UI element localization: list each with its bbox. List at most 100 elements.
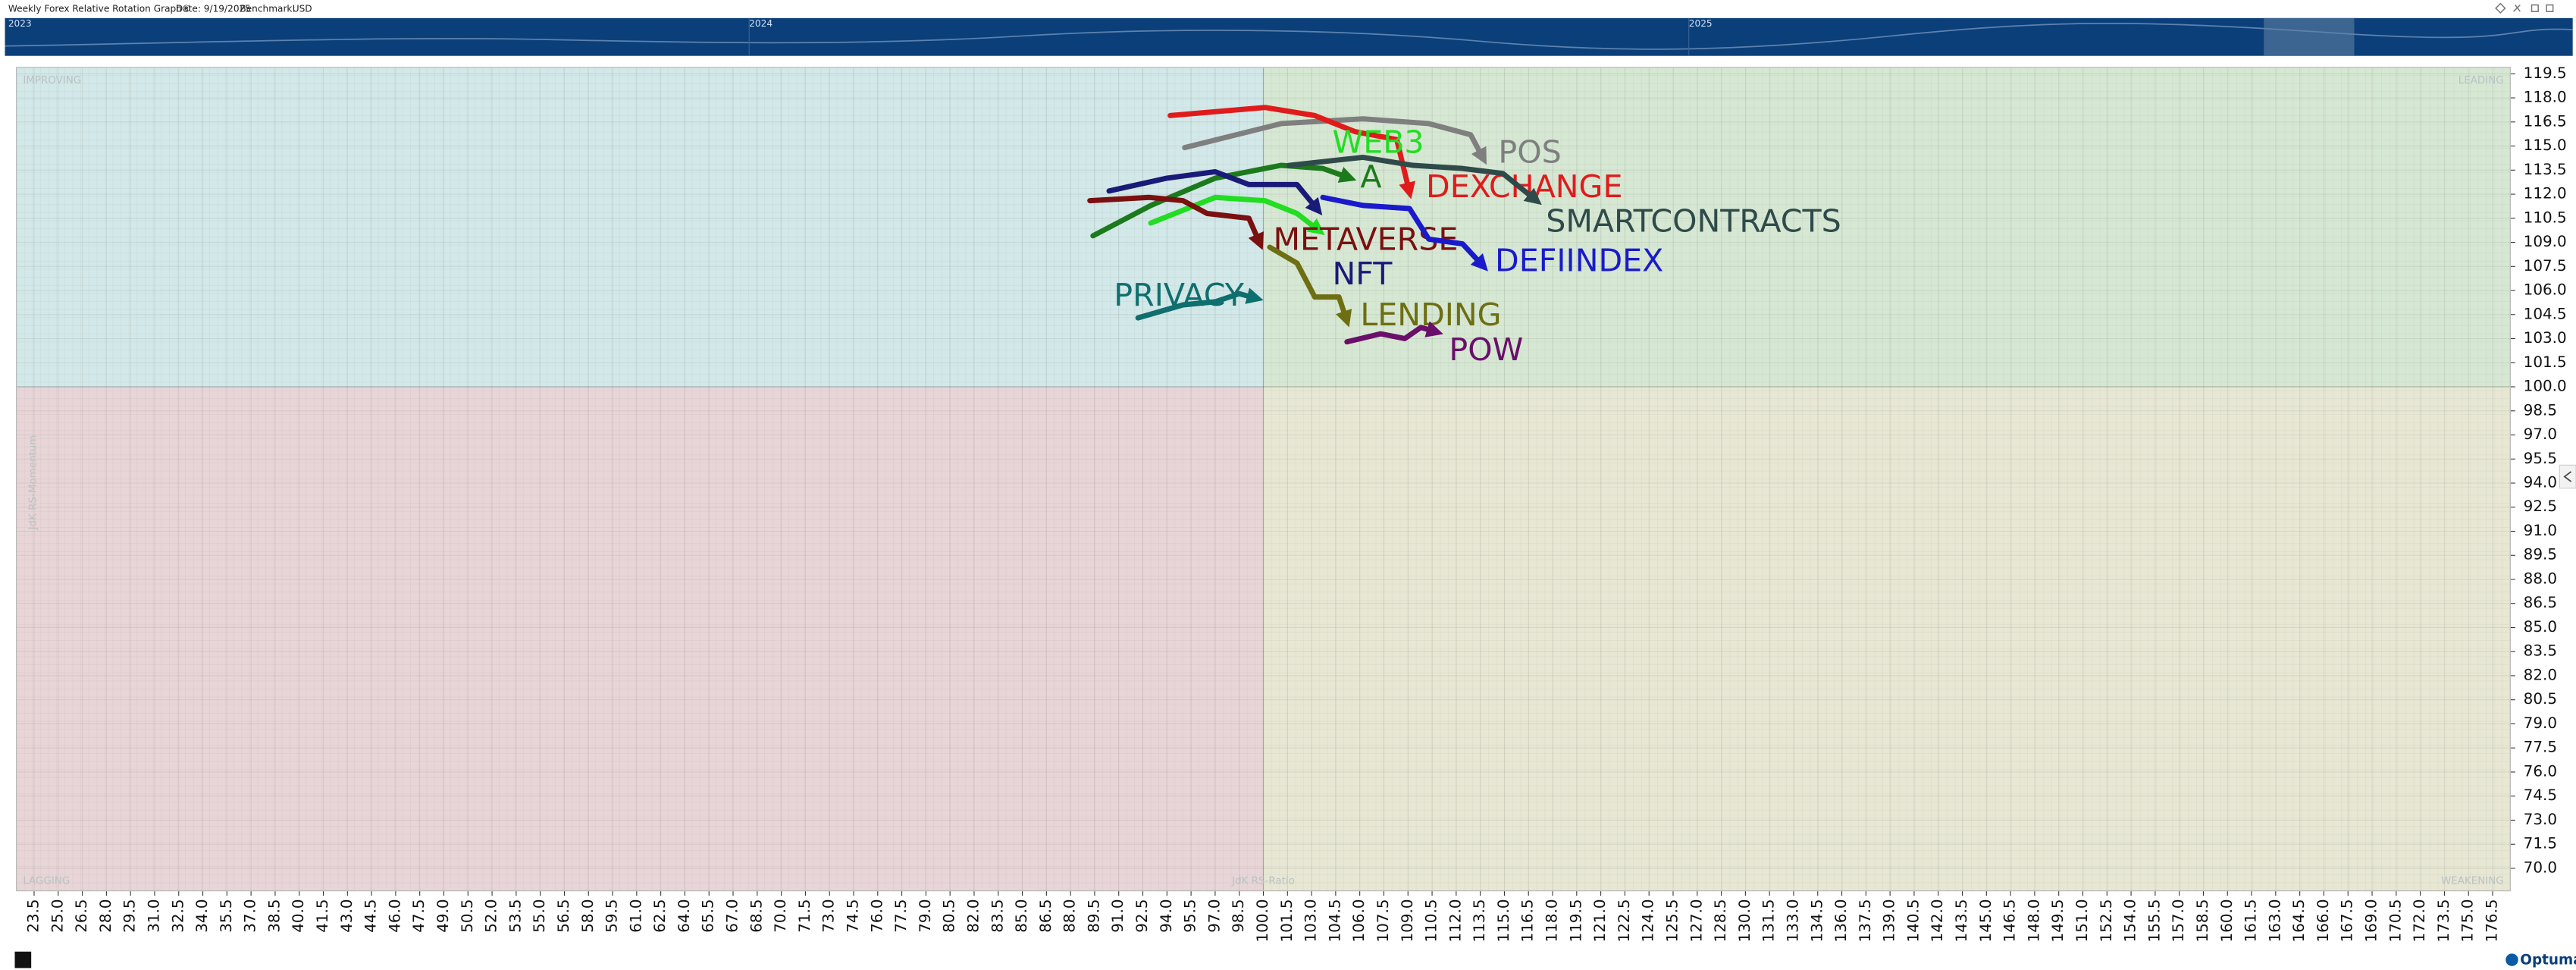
x-tick-label: 119.5 (1567, 899, 1584, 942)
x-tick-label: 136.0 (1832, 899, 1850, 942)
quadrant (16, 67, 1264, 388)
y-tick-label: 94.0 (2524, 474, 2557, 491)
timeline-sparkline (5, 22, 2573, 50)
side-toggle[interactable] (2559, 464, 2576, 489)
y-tick-label: 83.5 (2524, 642, 2557, 660)
series-label: POW (1449, 331, 1523, 368)
tool-icon[interactable] (2495, 2, 2506, 14)
x-tick-label: 104.5 (1326, 899, 1343, 942)
x-tick-label: 25.0 (49, 899, 66, 932)
x-tick-label: 34.0 (193, 899, 211, 932)
x-tick-label: 134.5 (1808, 899, 1825, 942)
x-tick-label: 65.5 (700, 899, 717, 932)
x-tick-label: 61.0 (627, 899, 644, 932)
tool-icon[interactable] (2513, 4, 2521, 12)
x-tick-label: 41.5 (314, 899, 331, 932)
y-tick-label: 113.5 (2524, 161, 2567, 178)
benchmark-label: Benchmark: (240, 3, 295, 14)
x-tick-label: 53.5 (506, 899, 524, 932)
y-tick-label: 74.5 (2524, 786, 2557, 804)
x-tick-label: 170.5 (2386, 899, 2404, 942)
timeline-window[interactable] (2264, 17, 2355, 56)
y-tick-label: 70.0 (2524, 859, 2557, 876)
x-tick-label: 23.5 (24, 899, 42, 932)
x-tick-label: 142.0 (1929, 899, 1946, 942)
x-tick-label: 149.5 (2049, 899, 2067, 942)
x-tick-label: 121.0 (1591, 899, 1609, 942)
y-tick-label: 115.0 (2524, 137, 2567, 154)
logo-mark (2505, 953, 2518, 966)
x-tick-label: 131.5 (1760, 899, 1778, 942)
tail-line (1167, 105, 1416, 199)
quadrant (1263, 67, 2511, 388)
toolbar (2495, 2, 2554, 14)
series-label: DEFIINDEX (1495, 243, 1663, 279)
x-tick-label: 32.5 (169, 899, 186, 932)
x-tick-label: 35.5 (218, 899, 235, 932)
x-tick-label: 140.5 (1904, 899, 1922, 942)
quadrant-label: IMPROVING (23, 75, 81, 86)
x-tick-label: 49.0 (434, 899, 452, 932)
series-label: POS (1498, 134, 1561, 171)
x-tick-label: 91.0 (1109, 899, 1127, 932)
x-tick-label: 64.0 (675, 899, 693, 932)
x-tick-label: 154.0 (2122, 899, 2139, 942)
tool-icon[interactable] (2546, 4, 2554, 12)
x-tick-label: 50.5 (459, 899, 476, 932)
y-tick-label: 76.0 (2524, 762, 2557, 780)
x-tick-label: 46.0 (386, 899, 403, 932)
x-tick-label: 157.0 (2170, 899, 2187, 942)
tail-line (1135, 287, 1264, 321)
x-tick-label: 43.0 (338, 899, 356, 932)
x-tick-label: 107.5 (1374, 899, 1392, 942)
tail-line (1320, 194, 1488, 272)
x-tick-label: 62.5 (651, 899, 669, 932)
y-tick-label: 104.5 (2524, 305, 2567, 322)
x-tick-label: 122.5 (1615, 899, 1633, 942)
x-tick-label: 155.5 (2145, 899, 2163, 942)
x-tick-label: 139.0 (1881, 899, 1898, 942)
x-tick-label: 143.5 (1953, 899, 1970, 942)
plot-frame (16, 67, 2511, 892)
x-tick-label: 161.5 (2242, 899, 2260, 942)
x-tick-label: 172.0 (2411, 899, 2428, 942)
y-tick-label: 73.0 (2524, 811, 2557, 828)
y-tick-label: 118.0 (2524, 89, 2567, 106)
x-tick-label: 70.0 (772, 899, 789, 932)
x-tick-label: 160.0 (2218, 899, 2236, 942)
timeline-label: 2023 (8, 18, 32, 29)
x-tick-label: 167.5 (2339, 899, 2356, 942)
tool-icon[interactable] (2531, 4, 2539, 12)
series-label: NFT (1333, 256, 1393, 292)
x-axis-title: JdK RS-Ratio (1231, 876, 1295, 887)
x-tick-label: 145.0 (1977, 899, 1995, 942)
x-tick-label: 80.5 (941, 899, 958, 932)
y-tick-label: 97.0 (2524, 425, 2557, 443)
y-tick-label: 110.5 (2524, 209, 2567, 226)
x-tick-label: 166.0 (2314, 899, 2332, 942)
x-tick-label: 101.5 (1278, 899, 1296, 942)
x-tick-label: 37.0 (242, 899, 259, 932)
x-tick-label: 76.0 (868, 899, 885, 932)
x-tick-label: 38.5 (265, 899, 283, 932)
y-tick-label: 71.5 (2524, 835, 2557, 852)
x-tick-label: 79.0 (917, 899, 934, 932)
x-tick-label: 127.0 (1688, 899, 1705, 942)
series-label: A (1360, 159, 1381, 195)
status-square[interactable] (14, 951, 32, 968)
y-tick-label: 88.0 (2524, 570, 2557, 587)
x-tick-label: 176.5 (2484, 899, 2501, 942)
logo-text: Optuma (2520, 953, 2576, 968)
x-tick-label: 173.5 (2435, 899, 2452, 942)
tail-line (1344, 321, 1443, 345)
collapse-icon (2563, 471, 2572, 482)
quadrant-label: WEAKENING (2441, 876, 2504, 887)
collapse-button[interactable] (2559, 464, 2576, 489)
tail-line (1286, 154, 1542, 206)
x-tick-label: 113.5 (1471, 899, 1488, 942)
y-tick-label: 91.0 (2524, 522, 2557, 539)
x-tick-label: 59.5 (603, 899, 621, 932)
tail-line (1087, 194, 1264, 250)
timeline[interactable]: 2023 2024 2025 (5, 17, 2573, 56)
